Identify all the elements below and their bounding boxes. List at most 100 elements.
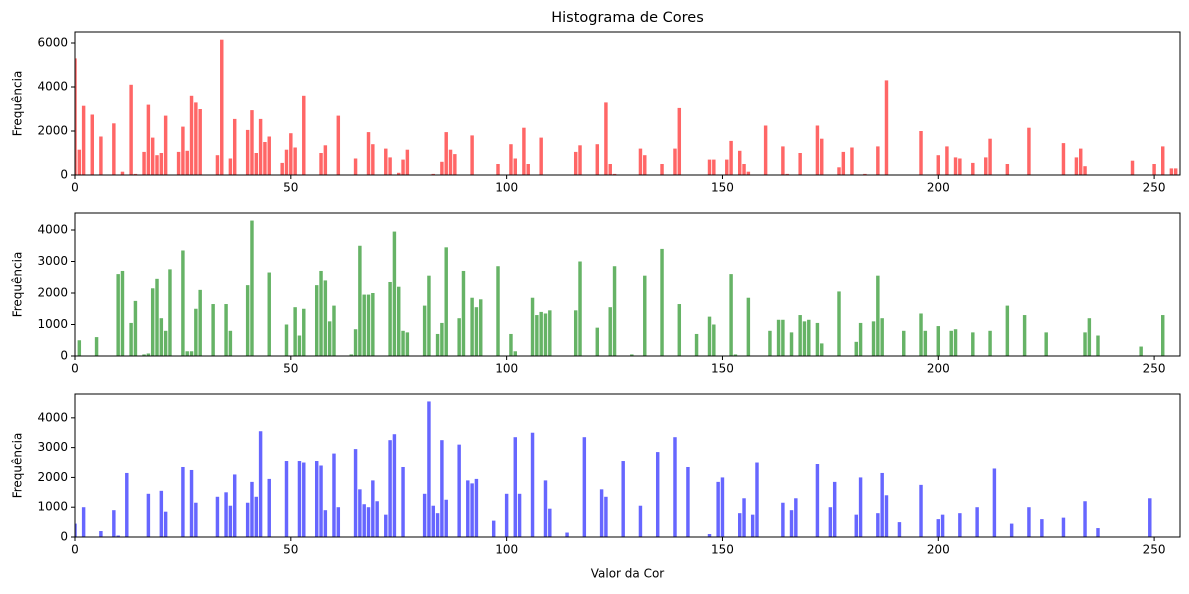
bar bbox=[815, 322, 820, 356]
bar bbox=[129, 322, 133, 356]
bar bbox=[1083, 501, 1087, 537]
bar bbox=[1005, 164, 1010, 175]
bar bbox=[440, 440, 444, 537]
bar bbox=[530, 297, 535, 356]
bar bbox=[336, 115, 341, 175]
y-axis-label: Frequência bbox=[11, 71, 25, 137]
bar bbox=[431, 505, 435, 537]
bar bbox=[267, 136, 271, 175]
bar bbox=[228, 158, 233, 175]
bar bbox=[90, 114, 94, 175]
bar bbox=[185, 150, 189, 175]
bar bbox=[798, 315, 802, 356]
bar bbox=[742, 498, 746, 537]
bar bbox=[573, 310, 578, 356]
bar bbox=[660, 248, 664, 356]
bar bbox=[578, 261, 582, 356]
bar bbox=[258, 431, 263, 537]
x-tick-label: 150 bbox=[711, 362, 734, 376]
y-tick-label: 2000 bbox=[37, 124, 68, 138]
bar bbox=[1044, 332, 1048, 356]
bar bbox=[189, 351, 194, 356]
bar bbox=[1040, 519, 1044, 537]
bar bbox=[884, 80, 889, 175]
bar bbox=[371, 144, 375, 175]
bar bbox=[146, 104, 151, 175]
y-tick-label: 2000 bbox=[37, 470, 68, 484]
x-tick-label: 200 bbox=[927, 543, 950, 557]
bar bbox=[474, 307, 479, 356]
bar bbox=[353, 329, 358, 356]
bar bbox=[133, 173, 138, 175]
bar bbox=[366, 132, 371, 175]
bar bbox=[539, 137, 543, 175]
bar bbox=[405, 149, 410, 175]
bar bbox=[880, 472, 884, 537]
bar bbox=[250, 110, 254, 175]
bar bbox=[953, 329, 958, 356]
bar bbox=[155, 155, 159, 175]
bar bbox=[293, 147, 297, 175]
bar bbox=[120, 171, 125, 175]
bar bbox=[1139, 346, 1143, 356]
bar bbox=[595, 327, 600, 356]
bar bbox=[453, 154, 457, 175]
bar bbox=[77, 340, 82, 356]
bar bbox=[375, 501, 379, 537]
y-axis-label: Frequência bbox=[11, 252, 25, 318]
bar bbox=[1022, 315, 1027, 356]
bar bbox=[573, 151, 578, 175]
bar bbox=[936, 155, 941, 175]
bar bbox=[112, 123, 116, 175]
bar bbox=[405, 332, 410, 356]
bar bbox=[712, 324, 716, 356]
bar bbox=[871, 321, 876, 356]
bar bbox=[388, 157, 392, 175]
bar bbox=[763, 125, 768, 175]
bar bbox=[608, 164, 612, 175]
bar bbox=[988, 330, 992, 356]
bar bbox=[297, 461, 302, 537]
bar bbox=[768, 330, 772, 356]
x-axis-label: Valor da Cor bbox=[591, 567, 665, 581]
bar bbox=[263, 142, 267, 175]
bar bbox=[388, 281, 392, 356]
bar bbox=[673, 148, 677, 175]
bar bbox=[211, 304, 215, 356]
bar bbox=[988, 138, 992, 175]
bar bbox=[854, 341, 858, 356]
bar bbox=[513, 158, 517, 175]
bar bbox=[457, 444, 461, 537]
bar bbox=[971, 162, 975, 175]
bar bbox=[427, 401, 431, 537]
bar bbox=[163, 511, 168, 537]
bar bbox=[250, 220, 254, 356]
bar bbox=[776, 319, 781, 356]
x-tick-label: 0 bbox=[71, 362, 79, 376]
bar bbox=[384, 148, 388, 175]
bar bbox=[302, 462, 306, 537]
bar bbox=[332, 305, 336, 356]
bar bbox=[548, 310, 552, 356]
bar bbox=[781, 146, 785, 175]
bar bbox=[1173, 168, 1178, 175]
bar bbox=[543, 480, 548, 537]
bar bbox=[336, 507, 341, 537]
bar bbox=[146, 493, 151, 537]
bar bbox=[1074, 157, 1079, 175]
bar bbox=[1027, 127, 1031, 175]
bar bbox=[707, 159, 712, 175]
bar bbox=[984, 157, 988, 175]
bar bbox=[474, 478, 479, 537]
bar bbox=[612, 173, 617, 175]
bar bbox=[116, 274, 120, 356]
bar bbox=[798, 153, 802, 175]
bar bbox=[181, 250, 185, 356]
bar bbox=[431, 173, 435, 175]
x-tick-label: 250 bbox=[1143, 181, 1166, 195]
bar bbox=[725, 159, 729, 175]
bar bbox=[975, 507, 979, 537]
bar bbox=[319, 465, 323, 537]
